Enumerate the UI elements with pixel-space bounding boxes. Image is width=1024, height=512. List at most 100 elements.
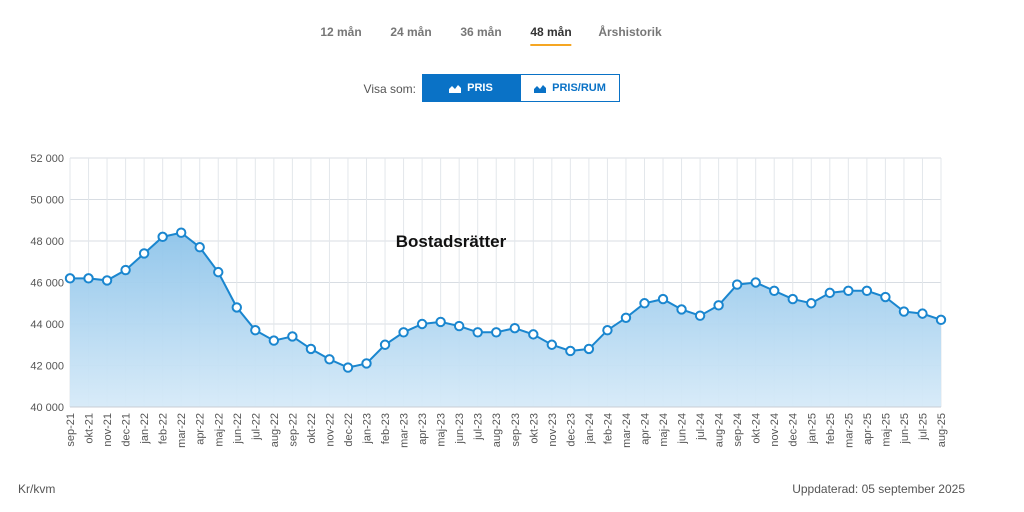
x-tick-label: sep-22	[287, 413, 299, 447]
x-tick-label: jan-24	[584, 413, 596, 445]
x-tick-label: jun-25	[899, 413, 911, 445]
y-tick-label: 46 000	[30, 278, 64, 290]
data-point[interactable]	[787, 293, 798, 305]
data-point[interactable]	[231, 302, 242, 313]
data-point[interactable]	[639, 298, 650, 309]
data-point[interactable]	[861, 285, 873, 297]
data-point[interactable]	[435, 316, 446, 328]
data-point[interactable]	[213, 266, 224, 278]
x-tick-label: apr-23	[417, 413, 429, 445]
data-point[interactable]	[806, 298, 817, 309]
data-point[interactable]	[305, 343, 317, 355]
data-point[interactable]	[268, 335, 280, 346]
data-point[interactable]	[379, 339, 391, 350]
data-point[interactable]	[880, 291, 891, 303]
y-tick-label: 48 000	[30, 236, 64, 248]
data-point[interactable]	[101, 275, 113, 286]
x-tick-label: jul-23	[473, 413, 485, 441]
data-point[interactable]	[750, 277, 761, 288]
data-point[interactable]	[917, 308, 928, 319]
data-point[interactable]	[676, 304, 687, 315]
x-tick-label: jan-25	[806, 413, 818, 445]
data-point[interactable]	[287, 331, 298, 342]
data-point[interactable]	[602, 325, 613, 336]
x-tick-label: dec-24	[788, 413, 800, 447]
data-point[interactable]	[398, 327, 409, 338]
x-tick-label: jul-24	[695, 413, 707, 441]
data-point[interactable]	[342, 362, 354, 373]
x-tick-label: mar-25	[843, 413, 855, 448]
x-tick-label: jan-23	[362, 413, 374, 445]
data-point[interactable]	[824, 287, 836, 299]
area-chart-icon	[534, 84, 547, 93]
y-tick-label: 50 000	[30, 195, 64, 207]
x-tick-label: maj-23	[436, 413, 448, 447]
x-tick-label: sep-24	[732, 413, 744, 447]
tab-4[interactable]: 48 mån	[530, 25, 572, 46]
x-tick-label: dec-23	[565, 413, 577, 447]
data-point[interactable]	[565, 345, 576, 357]
data-point[interactable]	[138, 248, 150, 259]
y-tick-label: 42 000	[30, 361, 64, 373]
x-tick-label: okt-23	[528, 413, 540, 444]
x-tick-label: dec-22	[343, 413, 355, 447]
data-point[interactable]	[620, 312, 632, 323]
chart-title: Bostadsrätter	[396, 232, 507, 251]
data-point[interactable]	[769, 285, 780, 297]
data-point[interactable]	[713, 300, 724, 311]
x-tick-label: apr-25	[862, 413, 874, 445]
x-tick-label: okt-22	[306, 413, 318, 444]
x-tick-label: feb-23	[380, 413, 392, 444]
period-tabs: 12 mån 24 mån 36 mån 48 mån Årshistorik	[0, 25, 1024, 49]
data-point[interactable]	[694, 310, 706, 321]
data-point[interactable]	[250, 325, 261, 336]
pris-button[interactable]: PRIS	[422, 74, 520, 102]
x-tick-label: nov-23	[547, 413, 559, 447]
data-point[interactable]	[583, 343, 595, 355]
x-tick-label: sep-21	[65, 413, 77, 447]
pris-per-rum-button[interactable]: PRIS/RUM	[520, 74, 620, 102]
data-point[interactable]	[324, 354, 335, 365]
tab-1[interactable]: 12 mån	[320, 25, 362, 39]
x-tick-label: sep-23	[510, 413, 522, 447]
x-tick-label: okt-21	[84, 413, 96, 444]
price-chart: 40 000 42 000 44 000 46 000 48 000 50 000 52 0…	[30, 153, 948, 448]
data-point[interactable]	[453, 320, 465, 332]
data-point[interactable]	[472, 327, 483, 338]
x-tick-label: apr-22	[195, 413, 207, 445]
series-area	[70, 232, 941, 407]
data-point[interactable]	[175, 227, 187, 238]
x-tick-label: aug-23	[491, 413, 503, 447]
area-chart-icon	[449, 84, 462, 93]
data-point[interactable]	[935, 314, 947, 326]
data-point[interactable]	[83, 273, 94, 284]
data-point[interactable]	[509, 322, 520, 334]
pris-per-rum-button-label: PRIS/RUM	[552, 82, 606, 94]
data-point[interactable]	[657, 293, 669, 305]
data-point[interactable]	[416, 318, 428, 330]
x-tick-label: aug-25	[936, 413, 948, 447]
x-tick-label: jun-22	[232, 413, 244, 445]
data-point[interactable]	[157, 231, 168, 243]
data-point[interactable]	[194, 242, 205, 253]
data-point[interactable]	[731, 279, 743, 290]
tab-2[interactable]: 24 mån	[390, 25, 432, 39]
data-point[interactable]	[528, 329, 539, 340]
data-point[interactable]	[64, 273, 76, 284]
display-mode-label: Visa som:	[363, 82, 416, 96]
data-point[interactable]	[491, 327, 502, 338]
data-point[interactable]	[361, 358, 372, 369]
x-tick-label: aug-24	[714, 413, 726, 447]
tab-3[interactable]: 36 mån	[460, 25, 502, 39]
data-point[interactable]	[843, 285, 854, 297]
data-point[interactable]	[898, 306, 910, 317]
data-point[interactable]	[546, 339, 558, 350]
data-point[interactable]	[120, 264, 131, 276]
x-tick-label: jul-22	[250, 413, 262, 441]
x-tick-label: maj-22	[213, 413, 225, 447]
x-tick-label: okt-24	[751, 413, 763, 444]
x-tick-label: jan-22	[139, 413, 151, 445]
x-tick-label: feb-24	[602, 413, 614, 444]
tab-5[interactable]: Årshistorik	[598, 25, 662, 39]
unit-label: Kr/kvm	[18, 482, 56, 496]
